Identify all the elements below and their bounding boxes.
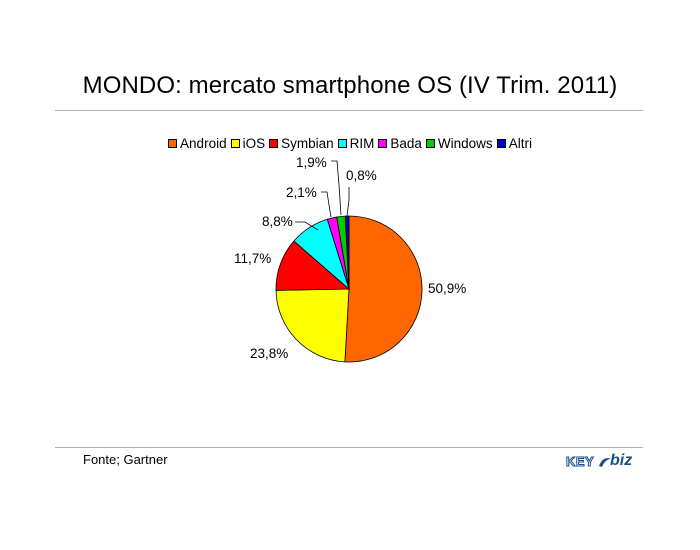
legend-swatch — [425, 139, 435, 148]
legend-swatch — [496, 139, 506, 148]
leader-line-bada — [321, 191, 332, 218]
legend-item-windows: Windows — [425, 136, 493, 151]
slide-title: MONDO: mercato smartphone OS (IV Trim. 2… — [82, 72, 618, 99]
pie-slice-altri — [344, 215, 350, 290]
pie-slices — [275, 215, 423, 363]
chart-legend: Android iOS Symbian RIM Bada Windows Altri — [0, 136, 700, 151]
legend-label: Windows — [437, 136, 493, 151]
pie-leader-lines — [295, 160, 350, 231]
data-label-rim: 8,8% — [262, 214, 293, 229]
logo-swoosh-icon — [599, 458, 611, 467]
legend-label: iOS — [242, 136, 266, 151]
data-label-windows: 1,9% — [296, 155, 327, 170]
legend-label: Altri — [508, 136, 532, 151]
title-divider — [55, 110, 643, 111]
data-label-android: 50,9% — [428, 281, 466, 296]
legend-swatch — [168, 139, 178, 148]
source-note: Fonte; Gartner — [83, 452, 168, 467]
legend-swatch — [230, 139, 240, 148]
logo-key-text: KEY — [565, 454, 595, 470]
data-label-bada: 2,1% — [286, 185, 317, 200]
legend-swatch — [269, 139, 279, 148]
legend-label: Android — [180, 136, 227, 151]
pie-data-labels: 50,9% 23,8% 11,7% 8,8% 2,1% 1,9% 0,8% — [234, 155, 466, 361]
logo-biz-text: biz — [610, 452, 633, 469]
legend-label: Symbian — [281, 136, 334, 151]
legend-label: RIM — [349, 136, 375, 151]
pie-slice-android — [344, 215, 423, 363]
pie-slice-ios — [275, 288, 350, 363]
data-label-symbian: 11,7% — [234, 251, 271, 266]
legend-item-ios: iOS — [230, 136, 266, 151]
leader-line-altri — [346, 187, 350, 217]
leader-line-windows — [331, 160, 342, 216]
keybiz-logo: KEY biz — [565, 452, 642, 474]
legend-item-rim: RIM — [337, 136, 375, 151]
footer-divider — [55, 447, 643, 448]
legend-item-android: Android — [168, 136, 227, 151]
leader-line-rim — [295, 221, 319, 231]
data-label-ios: 23,8% — [250, 346, 288, 361]
legend-item-symbian: Symbian — [269, 136, 334, 151]
data-label-altri: 0,8% — [346, 168, 377, 183]
legend-swatch — [378, 139, 388, 148]
legend-item-altri: Altri — [496, 136, 532, 151]
legend-swatch — [337, 139, 347, 148]
legend-item-bada: Bada — [378, 136, 422, 151]
legend-label: Bada — [390, 136, 422, 151]
